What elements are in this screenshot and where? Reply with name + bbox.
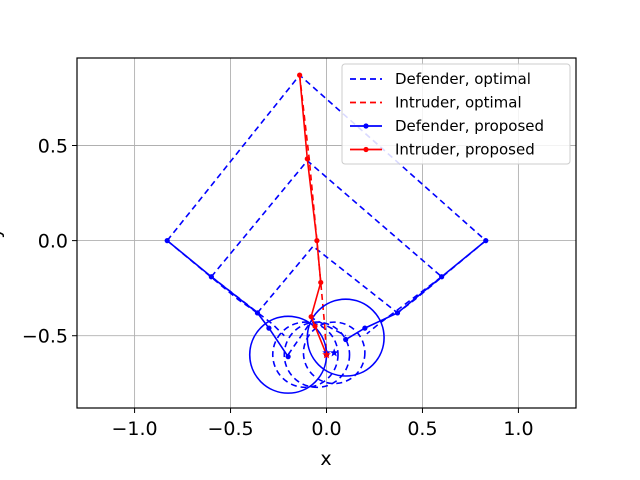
x-tick-label: −0.5 [207,418,253,440]
x-axis-label: x [320,448,331,470]
intruder-proposed-line [298,75,328,356]
intruder-proposed-point [297,72,303,78]
x-tick-label: 1.0 [503,418,533,440]
plot-area [164,72,489,394]
defender-proposed-line [345,239,487,341]
star-marker [329,348,339,357]
legend-entry-label: Intruder, optimal [395,94,522,112]
defender-proposed-point [266,325,272,331]
defender-proposed-point [483,238,489,244]
defender-proposed-point [394,310,401,316]
y-tick-label: 0.5 [38,136,68,158]
legend-swatch-marker [363,123,369,129]
intruder-proposed-point [314,238,320,244]
defender-proposed-point [208,274,214,280]
defender-proposed-point [285,354,291,360]
legend-entry-label: Intruder, proposed [395,141,535,159]
defender-proposed-point [254,310,261,316]
star-marker [322,350,331,359]
defender-optimal-capture-circle [271,321,339,389]
intruder-optimal-line [298,75,328,355]
defender-optimal-line [256,245,399,314]
defender-proposed-point [164,238,170,244]
legend: Defender, optimal Intruder, optimal Defend… [341,63,571,165]
x-tick-label: 0.5 [407,418,437,440]
y-axis-label: y [0,227,5,238]
x-tick-label: −1.0 [112,418,158,440]
x-tick-label: 0.0 [311,418,341,440]
defender-proposed-point [362,325,368,331]
defender-proposed-capture-circle [306,298,385,377]
intruder-proposed-point [304,156,310,162]
defender-optimal-capture-circle [283,321,351,389]
legend-entry-label: Defender, proposed [395,117,544,135]
y-tick-label: −0.5 [22,326,68,348]
ticks: −1.0 −0.5 0.0 0.5 1.0 −0.5 0.0 0.5 [22,136,534,441]
intruder-proposed-point [318,279,324,286]
defender-proposed-point [343,336,349,343]
defender-optimal-capture-circle [302,321,366,385]
defender-proposed-point [439,274,445,280]
legend-swatch-marker [363,146,369,153]
intruder-proposed-point [312,323,318,329]
y-tick-label: 0.0 [38,231,68,253]
legend-box [341,63,571,165]
intruder-proposed-point [308,314,314,320]
legend-entry-label: Defender, optimal [395,70,531,88]
